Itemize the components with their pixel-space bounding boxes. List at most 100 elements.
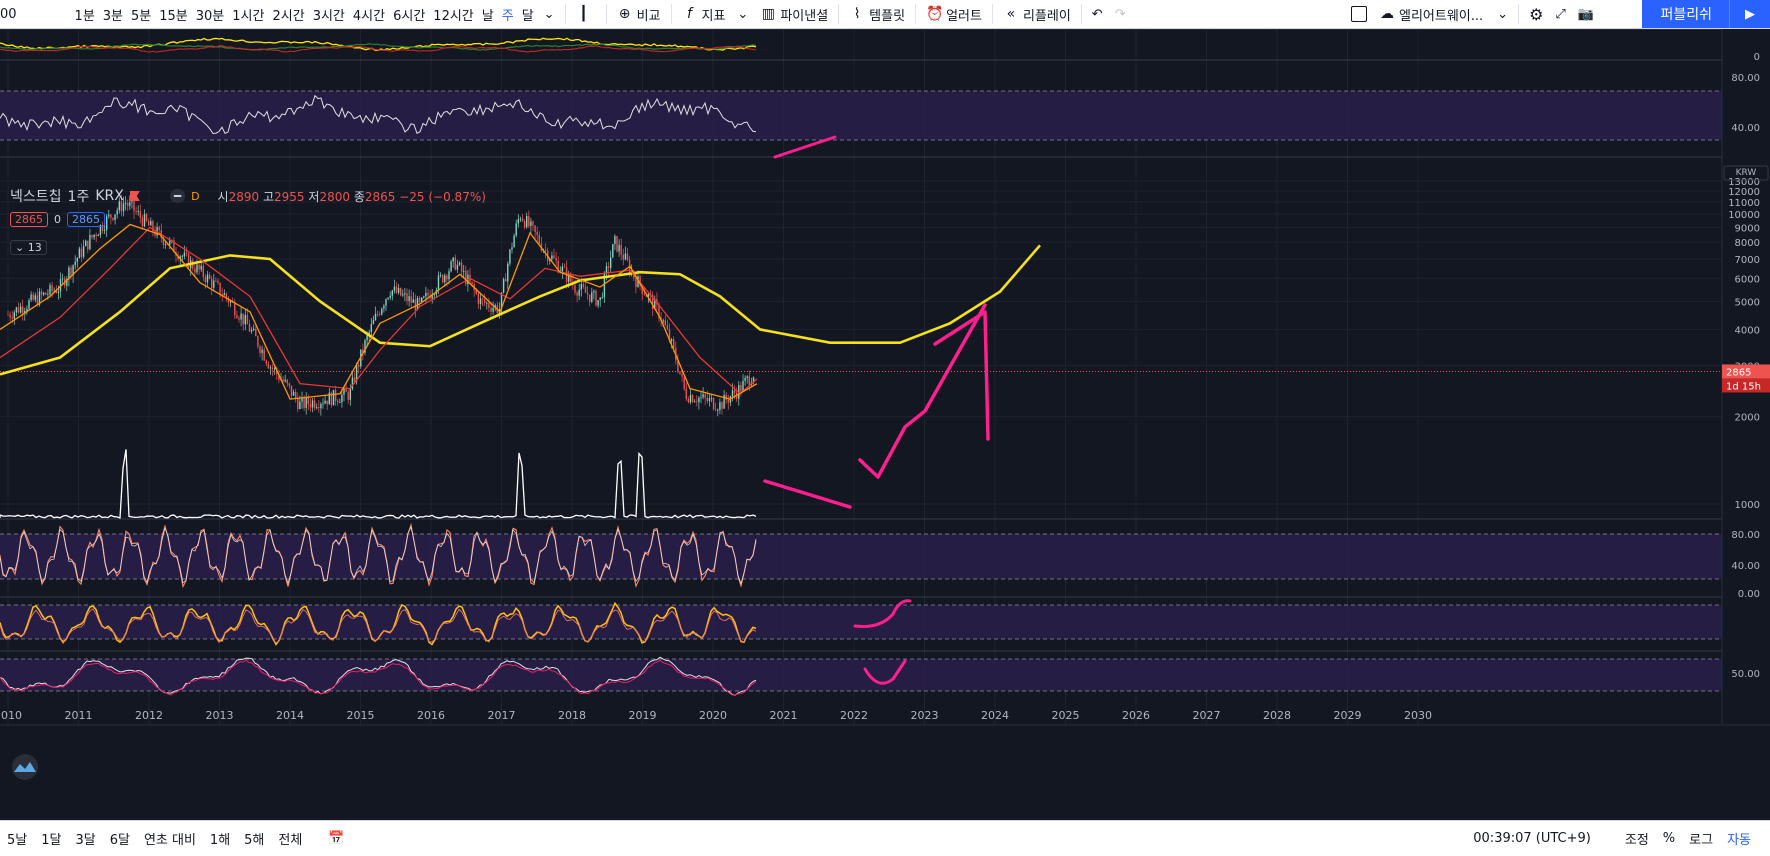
candle-body — [618, 244, 620, 252]
compare-button[interactable]: ⊕ 비교 — [611, 0, 667, 28]
currency-label[interactable]: KRW — [1736, 168, 1757, 178]
clock-display[interactable]: 00:39:07 (UTC+9) — [1473, 831, 1591, 846]
interval-0[interactable]: 1분 — [74, 8, 95, 24]
osc2-red — [0, 608, 757, 645]
interval-4[interactable]: 30분 — [195, 8, 225, 24]
range-0[interactable]: 5날 — [7, 833, 28, 848]
candle-body — [32, 294, 34, 300]
symbol-name[interactable]: 넥스트칩 — [10, 189, 62, 205]
candle-body — [731, 390, 734, 397]
candle-body — [532, 221, 534, 226]
interval-dropdown-icon[interactable]: ⌄ — [543, 6, 555, 22]
interval-11[interactable]: 날 — [481, 8, 494, 24]
undo-button[interactable]: ↶ — [1086, 0, 1109, 28]
candle-body — [309, 404, 312, 408]
financials-button[interactable]: ▥ 파이낸셜 — [754, 0, 834, 28]
candle-body — [376, 313, 379, 315]
interval-2[interactable]: 5분 — [131, 8, 152, 24]
interval-13[interactable]: 달 — [521, 8, 534, 24]
candle-body — [685, 388, 687, 400]
templates-button[interactable]: ⌇ 템플릿 — [843, 0, 911, 28]
settings-button[interactable]: ⚙ — [1523, 0, 1549, 28]
interval-3[interactable]: 15분 — [159, 8, 188, 24]
candle-body — [242, 313, 244, 325]
candle-body — [204, 277, 207, 283]
interval-8[interactable]: 4시간 — [352, 8, 386, 24]
candle-body — [708, 398, 711, 402]
rsi-top-tick-label: 40.00 — [1731, 123, 1760, 134]
alert-button[interactable]: ⏰ 얼러트 — [920, 0, 988, 28]
interval-5[interactable]: 1시간 — [232, 8, 265, 24]
drawing-arrow-up[interactable] — [858, 303, 987, 479]
time-tick-label: 2022 — [840, 709, 868, 722]
candle-body — [372, 320, 375, 325]
range-4[interactable]: 연초 대비 — [143, 833, 196, 848]
osc1-tick-label: 80.00 — [1731, 530, 1760, 541]
symbol-fragment[interactable]: 00 — [0, 6, 17, 22]
candle-body — [656, 299, 658, 305]
candle-body — [305, 397, 307, 408]
candle-body — [500, 292, 503, 310]
candle-body — [517, 219, 519, 224]
legend-interval: 1주 — [67, 189, 90, 205]
interval-9[interactable]: 6시간 — [393, 8, 426, 24]
redo-button[interactable]: ↷ — [1109, 0, 1132, 28]
indicators-dropdown-icon[interactable]: ⌄ — [737, 6, 749, 22]
interval-7[interactable]: 3시간 — [312, 8, 345, 24]
drawing-arrow-head[interactable] — [933, 310, 990, 441]
candle-body — [509, 249, 511, 264]
range-1[interactable]: 1달 — [41, 833, 62, 848]
range-6[interactable]: 5해 — [244, 833, 265, 848]
divider — [838, 4, 840, 24]
range-2[interactable]: 3달 — [75, 833, 96, 848]
gear-icon: ⚙ — [1529, 4, 1544, 24]
tradingview-logo[interactable] — [12, 754, 38, 780]
drawing-volume-divergence[interactable] — [763, 479, 852, 509]
ask-price[interactable]: 2865 — [67, 212, 105, 227]
interval-6[interactable]: 2시간 — [272, 8, 305, 24]
bid-price[interactable]: 2865 — [10, 212, 48, 227]
candle-body — [746, 376, 748, 379]
indicators-button[interactable]: f 지표 — [676, 0, 732, 28]
indicator-collapse-button[interactable]: ⌄ 13 — [10, 240, 47, 255]
range-5[interactable]: 1해 — [209, 833, 231, 848]
replay-label: 리플레이 — [1022, 8, 1071, 24]
candle-body — [265, 360, 267, 364]
top-osc-tick-label: 0 — [1754, 52, 1760, 63]
range-7[interactable]: 전체 — [278, 833, 303, 848]
candle-body — [561, 266, 564, 272]
candle-body — [345, 388, 347, 393]
drawing-rsi-divergence[interactable] — [773, 135, 837, 159]
range-3[interactable]: 6달 — [109, 833, 130, 848]
time-tick-label: 2014 — [276, 709, 304, 722]
low-label: 저 — [308, 189, 320, 204]
candle-body — [639, 276, 641, 286]
replay-button[interactable]: « 리플레이 — [997, 0, 1077, 28]
osc3-tick-label: 50.00 — [1731, 669, 1760, 680]
candle-body — [108, 214, 110, 217]
drawing-osc3-curve[interactable] — [863, 659, 907, 685]
user-drawings[interactable] — [763, 135, 990, 685]
time-axis[interactable]: 2010 2011 2012 2013 2014 2015 2016 2017 2018 2019… — [0, 709, 1770, 726]
interval-1[interactable]: 3분 — [102, 8, 124, 24]
auto-button[interactable]: 자동 — [1727, 833, 1751, 848]
adjust-button[interactable]: 조정 — [1624, 833, 1649, 848]
publish-button[interactable]: 퍼블리쉬 — [1642, 0, 1730, 28]
price-axis[interactable]: 1300012000110001000090008000700060005000… — [1721, 29, 1770, 819]
chart-canvas[interactable]: 1300012000110001000090008000700060005000… — [0, 29, 1770, 819]
visibility-toggle[interactable]: ━ — [169, 189, 186, 203]
snapshot-button[interactable]: 📷 — [1572, 0, 1600, 28]
percent-button[interactable]: % — [1662, 831, 1676, 846]
fullscreen-toggle[interactable] — [1345, 0, 1373, 28]
play-button[interactable]: ▶ — [1729, 0, 1770, 28]
interval-10[interactable]: 12시간 — [433, 8, 474, 24]
interval-12[interactable]: 주 — [501, 8, 514, 24]
log-button[interactable]: 로그 — [1689, 833, 1714, 848]
alert-channel-button[interactable]: ☁ 엘리어트웨이... ⌄ — [1373, 0, 1514, 28]
drawing-osc2-curve[interactable] — [853, 599, 912, 628]
candle-body — [666, 325, 669, 330]
candle-type-button[interactable]: ┃ — [570, 0, 602, 28]
candle-body — [578, 289, 580, 296]
expand-button[interactable]: ⤢ — [1549, 0, 1571, 28]
date-range-button[interactable]: 📅 — [321, 831, 351, 846]
